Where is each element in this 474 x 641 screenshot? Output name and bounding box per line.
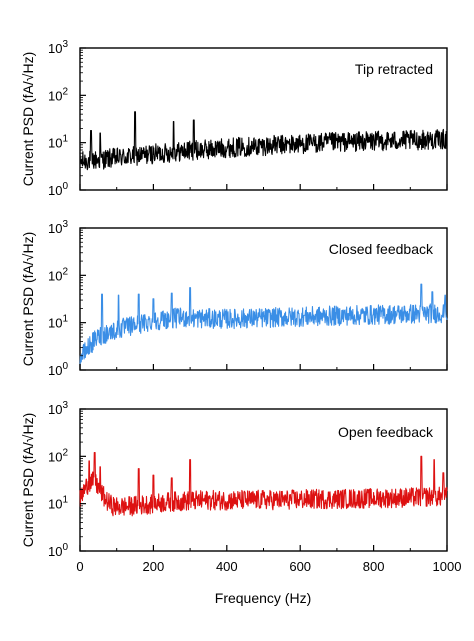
series-line-open-feedback <box>79 452 448 517</box>
x-axis-label: Frequency (Hz) <box>215 590 311 606</box>
x-tick-label: 400 <box>216 559 238 574</box>
y-tick-label: 103 <box>48 39 68 56</box>
y-tick-label: 101 <box>48 314 68 331</box>
y-tick-label: 100 <box>48 181 68 198</box>
y-tick-label: 103 <box>48 219 68 236</box>
series-open-feedback <box>79 452 448 517</box>
x-tick-label: 200 <box>143 559 165 574</box>
x-tick-label: 800 <box>363 559 385 574</box>
y-tick-label: 101 <box>48 495 68 512</box>
y-tick-label: 102 <box>48 447 68 464</box>
panel-title: Open feedback <box>338 424 434 440</box>
y-axis-label: Current PSD (fA/√Hz) <box>20 52 36 186</box>
panel-title: Closed feedback <box>329 241 434 257</box>
series-line-closed-feedback <box>79 283 448 367</box>
series-tip-retracted <box>79 111 448 171</box>
y-tick-label: 100 <box>48 361 68 378</box>
y-tick-label: 100 <box>48 542 68 559</box>
y-tick-label: 102 <box>48 86 68 103</box>
series-line-tip-retracted <box>79 111 448 171</box>
y-axis-label: Current PSD (fA/√Hz) <box>20 232 36 366</box>
y-tick-label: 102 <box>48 266 68 283</box>
panel-closed-feedback: 100 101 102 103 Closed feedback <box>48 219 448 378</box>
x-tick-label: 0 <box>76 559 83 574</box>
y-tick-label: 103 <box>48 400 68 417</box>
y-tick-label: 101 <box>48 134 68 151</box>
x-tick-label: 600 <box>289 559 311 574</box>
y-axis-label: Current PSD (fA/√Hz) <box>20 413 36 547</box>
panel-open-feedback: 0 200 400 600 800 1000 100 101 102 103 Open feedb… <box>48 400 461 574</box>
panel-title: Tip retracted <box>355 61 433 77</box>
series-closed-feedback <box>79 283 448 367</box>
panel-tip-retracted: 100 101 102 103 Tip retracted <box>48 39 448 198</box>
axes-tip-retracted: 100 101 102 103 <box>48 39 448 198</box>
x-tick-label: 1000 <box>433 559 462 574</box>
